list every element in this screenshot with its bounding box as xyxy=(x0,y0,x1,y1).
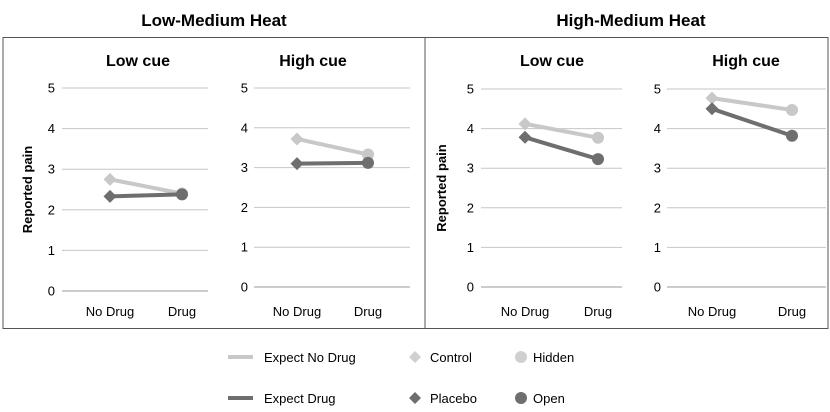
panel-4-high-cue-ytick-0: 0 xyxy=(654,280,661,295)
panel-4-high-cue-ytick-4: 4 xyxy=(654,121,661,136)
panel-3-low-cue-expect-drug-point-no-drug xyxy=(518,130,532,144)
panel-1-low-cue: Low cue 0 1 2 3 4 5 No Drug Drug Reported pain xyxy=(20,53,208,319)
panel-4-high-cue-expect-no-drug-point-drug xyxy=(786,103,798,116)
legend-label-control: Control xyxy=(430,350,472,365)
panel-3-low-cue-expect-drug-line xyxy=(523,135,600,162)
panel-1-low-cue-ytick-4: 4 xyxy=(48,121,55,136)
panel-3-low-cue: Low cue 0 1 2 3 4 5 No Drug Drug Reported pain xyxy=(434,53,622,319)
panel-2-high-cue-expect-drug-line xyxy=(295,160,370,166)
panel-2-high-cue-ytick-2: 2 xyxy=(241,200,248,215)
panel-1-low-cue-xtick-no-drug: No Drug xyxy=(86,304,134,319)
panel-4-high-cue-xtick-drug: Drug xyxy=(778,304,806,319)
panel-4-high-cue-ytick-5: 5 xyxy=(654,82,661,97)
panel-2-high-cue-expect-no-drug-point-no-drug xyxy=(290,132,304,146)
panel-3-low-cue-ytick-4: 4 xyxy=(467,121,474,136)
panel-2-high-cue-expect-no-drug-point-drug xyxy=(362,148,374,161)
panel-1-low-cue-ylabel: Reported pain xyxy=(20,146,35,233)
panel-2-high-cue-title: High cue xyxy=(279,53,347,70)
panel-2-high-cue-expect-drug-point-drug xyxy=(362,156,374,169)
group-title-low-medium: Low-Medium Heat xyxy=(141,11,287,30)
legend-label-placebo: Placebo xyxy=(430,391,477,406)
panel-2-high-cue-ytick-0: 0 xyxy=(241,280,248,295)
panel-1-low-cue-expect-no-drug-line xyxy=(108,177,184,196)
panel-3-low-cue-expect-no-drug-point-no-drug xyxy=(518,117,532,131)
panel-3-low-cue-ytick-2: 2 xyxy=(467,200,474,215)
legend-label-expect-drug: Expect Drug xyxy=(264,391,336,406)
panel-2-high-cue: High cue 0 1 2 3 4 5 No Drug Drug xyxy=(241,53,410,319)
panel-4-high-cue: High cue 0 1 2 3 4 5 No Drug Drug xyxy=(654,53,826,319)
panel-2-high-cue-ytick-5: 5 xyxy=(241,81,248,96)
panel-4-high-cue-title: High cue xyxy=(712,53,780,70)
panel-2-high-cue-expect-drug-point-no-drug xyxy=(290,157,304,171)
panel-1-low-cue-ytick-3: 3 xyxy=(48,162,55,177)
panel-3-low-cue-ytick-3: 3 xyxy=(467,161,474,176)
panel-3-low-cue-ytick-0: 0 xyxy=(467,280,474,295)
panel-1-low-cue-ytick-5: 5 xyxy=(48,81,55,96)
panel-1-low-cue-ytick-2: 2 xyxy=(48,202,55,217)
group-title-high-medium: High-Medium Heat xyxy=(556,11,706,30)
group-frame-low-medium xyxy=(2,37,426,329)
panel-4-high-cue-xtick-no-drug: No Drug xyxy=(688,304,736,319)
legend: Expect No Drug Expect Drug Control Hidde… xyxy=(228,350,574,406)
panel-3-low-cue-title: Low cue xyxy=(520,53,584,70)
panel-4-high-cue-expect-no-drug-point-no-drug xyxy=(705,91,719,105)
panel-2-high-cue-ytick-4: 4 xyxy=(241,120,248,135)
panel-4-high-cue-ytick-2: 2 xyxy=(654,200,661,215)
panel-4-high-cue-expect-drug-point-no-drug xyxy=(705,102,719,116)
legend-label-open: Open xyxy=(533,391,565,406)
panel-2-high-cue-xtick-drug: Drug xyxy=(354,304,382,319)
legend-open-circle-icon xyxy=(515,392,527,404)
legend-hidden-circle-icon xyxy=(515,351,527,363)
group-frame-high-medium xyxy=(424,37,829,329)
panel-3-low-cue-expect-no-drug-point-drug xyxy=(592,131,604,144)
panel-2-high-cue-xtick-no-drug: No Drug xyxy=(273,304,321,319)
legend-control-diamond-icon xyxy=(409,351,421,363)
panel-1-low-cue-expect-no-drug-point-no-drug xyxy=(103,172,117,186)
panel-1-low-cue-expect-drug-point-drug xyxy=(176,188,188,201)
panel-1-low-cue-expect-drug-point-no-drug xyxy=(103,189,117,203)
panel-2-high-cue-ytick-1: 1 xyxy=(241,240,248,255)
panel-4-high-cue-expect-no-drug-line xyxy=(710,96,794,112)
panel-4-high-cue-expect-drug-point-drug xyxy=(786,129,798,142)
panel-4-high-cue-ytick-3: 3 xyxy=(654,161,661,176)
panel-3-low-cue-ylabel: Reported pain xyxy=(434,144,449,231)
chart-panels: Low cue 0 1 2 3 4 5 No Drug Drug Reported pain Hig… xyxy=(20,53,826,319)
panel-3-low-cue-xtick-no-drug: No Drug xyxy=(501,304,549,319)
panel-1-low-cue-ytick-1: 1 xyxy=(48,243,55,258)
panel-3-low-cue-ytick-5: 5 xyxy=(467,82,474,97)
panel-1-low-cue-ytick-0: 0 xyxy=(48,284,55,299)
legend-placebo-diamond-icon xyxy=(409,392,421,404)
panel-3-low-cue-expect-no-drug-line xyxy=(523,121,600,140)
panel-2-high-cue-expect-no-drug-line xyxy=(295,136,370,157)
panel-2-high-cue-ytick-3: 3 xyxy=(241,160,248,175)
panel-3-low-cue-ytick-1: 1 xyxy=(467,240,474,255)
panel-3-low-cue-xtick-drug: Drug xyxy=(584,304,612,319)
panel-4-high-cue-ytick-1: 1 xyxy=(654,240,661,255)
panel-3-low-cue-expect-drug-point-drug xyxy=(592,153,604,166)
panel-4-high-cue-expect-drug-line xyxy=(710,106,794,138)
panel-1-low-cue-title: Low cue xyxy=(106,53,170,70)
legend-label-expect-no-drug: Expect No Drug xyxy=(264,350,356,365)
panel-1-low-cue-expect-drug-line xyxy=(108,192,184,199)
legend-label-hidden: Hidden xyxy=(533,350,574,365)
panel-1-low-cue-xtick-drug: Drug xyxy=(168,304,196,319)
